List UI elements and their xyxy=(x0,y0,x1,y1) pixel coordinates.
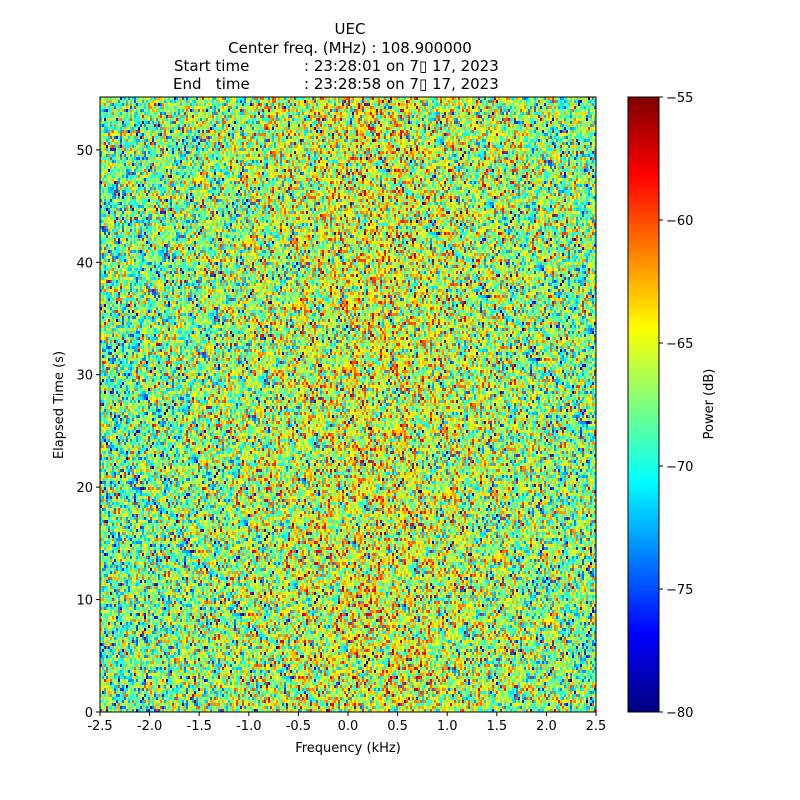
colorbar-frame xyxy=(627,96,660,713)
chart-title-start-value: : 23:28:01 on 7▯ 17, 2023 xyxy=(304,57,499,75)
x-tick-label: -2.0 xyxy=(137,719,162,734)
chart-title-end-label: End time xyxy=(173,75,250,93)
y-tick-label: 0 xyxy=(85,706,93,721)
x-tick-label: -2.5 xyxy=(87,719,112,734)
chart-title-start-label: Start time xyxy=(174,57,250,75)
colorbar-label: Power (dB) xyxy=(702,369,717,440)
x-tick-label: 1.5 xyxy=(486,719,507,734)
chart-title-center-freq: Center freq. (MHz) : 108.900000 xyxy=(228,39,472,57)
y-tick-label: 10 xyxy=(76,594,93,609)
x-tick-label: -1.0 xyxy=(236,719,261,734)
y-axis-label: Elapsed Time (s) xyxy=(52,351,67,459)
x-axis-label: Frequency (kHz) xyxy=(295,741,401,756)
y-tick-label: 50 xyxy=(76,144,93,159)
colorbar-tick-label: −70 xyxy=(666,460,693,475)
chart-title-end-value: : 23:28:58 on 7▯ 17, 2023 xyxy=(304,75,499,93)
x-tick-label: 2.0 xyxy=(536,719,557,734)
colorbar-tick-label: −60 xyxy=(666,214,693,229)
y-tick-label: 30 xyxy=(76,369,93,384)
x-tick-label: 0.0 xyxy=(338,719,359,734)
x-tick-label: 2.5 xyxy=(586,719,607,734)
colorbar-tick-label: −55 xyxy=(666,91,693,106)
colorbar-gradient xyxy=(628,97,659,712)
colorbar-tick-label: −80 xyxy=(666,706,693,721)
plot-frame xyxy=(99,96,597,713)
colorbar-tick-label: −65 xyxy=(666,337,693,352)
y-tick-label: 20 xyxy=(76,481,93,496)
x-tick-label: -0.5 xyxy=(286,719,311,734)
chart-title-station: UEC xyxy=(334,20,366,38)
x-tick-label: -1.5 xyxy=(187,719,212,734)
x-tick-label: 1.0 xyxy=(437,719,458,734)
colorbar-tick-label: −75 xyxy=(666,583,693,598)
x-tick-label: 0.5 xyxy=(387,719,408,734)
spectrogram-heatmap xyxy=(100,97,596,712)
y-tick-label: 40 xyxy=(76,256,93,271)
